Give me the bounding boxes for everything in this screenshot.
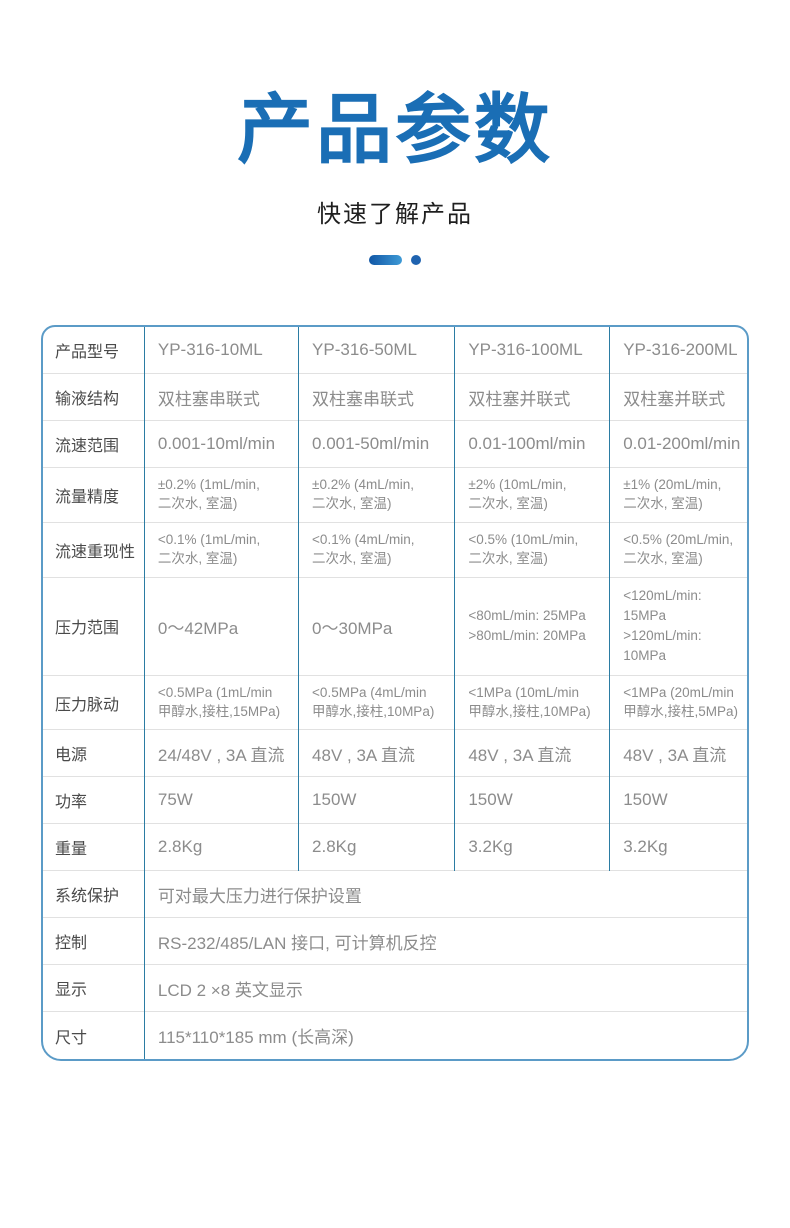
row-label: 输液结构 [43, 373, 145, 421]
spec-cell: <0.5% (20mL/min, 二次水, 室温) [609, 521, 747, 578]
model-cell: YP-316-50ML [298, 326, 455, 374]
spec-cell: <0.1% (1mL/min, 二次水, 室温) [143, 521, 299, 578]
spec-cell: 0.001-50ml/min [298, 420, 455, 468]
spec-cell: <0.5MPa (1mL/min 甲醇水,接柱,15MPa) [143, 674, 299, 730]
table-row: 控制 RS-232/485/LAN 接口, 可计算机反控 [43, 917, 747, 965]
spec-cell: 0.01-100ml/min [454, 420, 610, 468]
row-label: 尺寸 [43, 1011, 145, 1059]
table-row: 重量 2.8Kg 2.8Kg 3.2Kg 3.2Kg [43, 823, 747, 871]
table-row: 流速重现性 <0.1% (1mL/min, 二次水, 室温) <0.1% (4mL/… [43, 521, 747, 578]
spec-cell: ±2% (10mL/min, 二次水, 室温) [454, 467, 610, 523]
spec-cell: 150W [609, 776, 747, 824]
page-subtitle: 快速了解产品 [317, 200, 473, 228]
row-label: 流速重现性 [43, 521, 145, 578]
table-row: 功率 75W 150W 150W 150W [43, 776, 747, 824]
spec-cell: 0.01-200ml/min [609, 420, 747, 468]
spec-cell: <120mL/min: 15MPa >120mL/min: 10MPa [609, 576, 747, 676]
spec-cell: 2.8Kg [298, 823, 455, 871]
spec-table-grid: 产品型号 YP-316-10ML YP-316-50ML YP-316-100ML YP… [43, 326, 747, 1059]
table-row: 产品型号 YP-316-10ML YP-316-50ML YP-316-100ML YP… [43, 326, 747, 374]
row-label: 重量 [43, 823, 145, 871]
spec-cell: RS-232/485/LAN 接口, 可计算机反控 [143, 917, 747, 965]
row-label: 压力脉动 [43, 674, 145, 730]
spec-cell: <0.1% (4mL/min, 二次水, 室温) [298, 521, 455, 578]
row-label: 产品型号 [55, 343, 120, 361]
spec-cell: 可对最大压力进行保护设置 [143, 870, 747, 918]
spec-cell: <80mL/min: 25MPa >80mL/min: 20MPa [454, 576, 610, 676]
spec-cell: <1MPa (10mL/min 甲醇水,接柱,10MPa) [454, 674, 610, 730]
page-title: 产品参数 [237, 85, 553, 174]
spec-cell: <0.5MPa (4mL/min 甲醇水,接柱,10MPa) [298, 674, 455, 730]
model-cell: YP-316-10ML [143, 326, 299, 374]
spec-cell: 0～42MPa [143, 576, 299, 676]
spec-cell: 150W [454, 776, 610, 824]
table-row: 流量精度 ±0.2% (1mL/min, 二次水, 室温) ±0.2% (4mL/m… [43, 467, 747, 523]
title-divider [0, 254, 790, 265]
spec-table: 产品型号 YP-316-10ML YP-316-50ML YP-316-100ML YP… [41, 324, 749, 1061]
row-label: 电源 [43, 729, 145, 777]
model-cell: YP-316-100ML [454, 326, 610, 374]
spec-cell: 24/48V , 3A 直流 [143, 729, 299, 777]
row-label: 控制 [43, 917, 145, 965]
spec-cell: 3.2Kg [609, 823, 747, 871]
spec-cell: <0.5% (10mL/min, 二次水, 室温) [454, 521, 610, 578]
spec-cell: 0.001-10ml/min [143, 420, 299, 468]
spec-cell: LCD 2 ×8 英文显示 [143, 964, 747, 1012]
model-cell: YP-316-200ML [609, 326, 747, 374]
divider-dot-icon [411, 254, 421, 265]
spec-cell: 双柱塞串联式 [143, 373, 299, 421]
spec-cell: 双柱塞并联式 [609, 373, 747, 421]
row-label: 功率 [43, 776, 145, 824]
spec-cell: 48V , 3A 直流 [609, 729, 747, 777]
spec-cell: <1MPa (20mL/min 甲醇水,接柱,5MPa) [609, 674, 747, 730]
product-parameters-page: 产品参数 快速了解产品 产品型号 YP-316-10ML YP-316-50ML YP… [0, 88, 790, 1228]
table-row: 显示 LCD 2 ×8 英文显示 [43, 964, 747, 1012]
table-row: 尺寸 115*110*185 mm (长高深) [43, 1011, 747, 1059]
spec-cell: 48V , 3A 直流 [298, 729, 455, 777]
spec-cell: 2.8Kg [143, 823, 299, 871]
table-row: 压力范围 0～42MPa 0～30MPa <80mL/min: 25MPa >80mL… [43, 576, 747, 676]
table-row: 输液结构 双柱塞串联式 双柱塞串联式 双柱塞并联式 双柱塞并联式 [43, 373, 747, 421]
spec-cell: 48V , 3A 直流 [454, 729, 610, 777]
table-row: 压力脉动 <0.5MPa (1mL/min 甲醇水,接柱,15MPa) <0.5MP… [43, 674, 747, 730]
spec-cell: 3.2Kg [454, 823, 610, 871]
row-label: 系统保护 [43, 870, 145, 918]
spec-cell: 双柱塞并联式 [454, 373, 610, 421]
spec-cell: 75W [143, 776, 299, 824]
spec-cell: 150W [298, 776, 455, 824]
divider-dash-icon [369, 254, 402, 265]
table-row: 流速范围 0.001-10ml/min 0.001-50ml/min 0.01-100… [43, 420, 747, 468]
table-row: 系统保护 可对最大压力进行保护设置 [43, 870, 747, 918]
spec-cell: ±0.2% (4mL/min, 二次水, 室温) [298, 467, 455, 523]
spec-cell: 115*110*185 mm (长高深) [143, 1011, 747, 1059]
row-label: 流量精度 [43, 467, 145, 523]
spec-cell: 0～30MPa [298, 576, 455, 676]
row-label: 压力范围 [43, 576, 145, 676]
row-label: 显示 [43, 964, 145, 1012]
spec-cell: ±0.2% (1mL/min, 二次水, 室温) [143, 467, 299, 523]
spec-cell: ±1% (20mL/min, 二次水, 室温) [609, 467, 747, 523]
row-label: 流速范围 [43, 420, 145, 468]
spec-cell: 双柱塞串联式 [298, 373, 455, 421]
table-row: 电源 24/48V , 3A 直流 48V , 3A 直流 48V , 3A 直流 48… [43, 729, 747, 777]
